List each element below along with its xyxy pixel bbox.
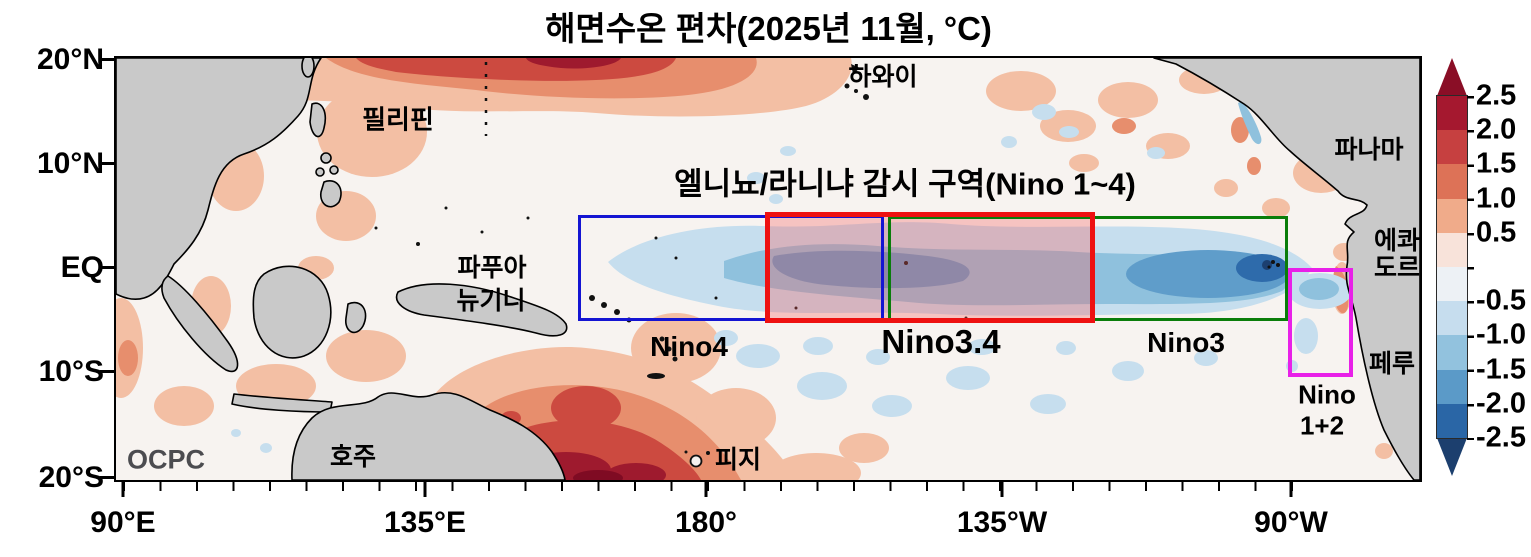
nino12-region-box	[1288, 268, 1353, 377]
colorbar-label-m0p5: -0.5	[1476, 284, 1526, 317]
label-panama: 파나마	[1334, 136, 1404, 164]
nino4-region-box	[578, 215, 884, 321]
map-contour-art	[116, 58, 1420, 480]
colorbar-body	[1436, 95, 1468, 439]
nino3-label: Nino3	[1147, 327, 1225, 358]
nino4-label: Nino4	[650, 331, 728, 362]
colorbar-label-2p5: 2.5	[1476, 79, 1517, 112]
nino34-label: Nino3.4	[881, 323, 1001, 360]
y-tick-10n	[100, 162, 115, 165]
x-tick-label-90w: 90°W	[1254, 506, 1328, 539]
nino12-label-line2: 1+2	[1299, 410, 1345, 441]
nino34-region-box	[765, 212, 1095, 323]
label-philippines: 필리핀	[362, 104, 434, 135]
ocpc-watermark: OCPC	[126, 444, 206, 475]
label-ecuador-line1: 에콰	[1373, 227, 1421, 255]
x-minor-ticks	[123, 482, 1293, 491]
colorbar-label-m2p0: -2.0	[1476, 387, 1526, 420]
x-tick-label-135w: 135°W	[956, 506, 1048, 539]
figure-title: 해면수온 편차(2025년 11월, °C)	[545, 10, 992, 47]
y-tick-20s	[100, 476, 115, 479]
x-tick-180	[704, 482, 708, 497]
x-tick-90w	[1289, 482, 1293, 497]
colorbar-label-2p0: 2.0	[1476, 113, 1517, 146]
colorbar	[1436, 58, 1468, 480]
colorbar-label-1p5: 1.5	[1476, 147, 1517, 180]
colorbar-label-0p5: 0.5	[1476, 216, 1517, 249]
colorbar-arrow-top	[1437, 58, 1467, 96]
colorbar-label-m1p5: -1.5	[1476, 353, 1526, 386]
nino34-region-fill	[765, 212, 1095, 323]
label-hawaii: 하와이	[848, 63, 918, 91]
monitoring-zones-subtitle: 엘니뇨/라니냐 감시 구역(Nino 1~4)	[674, 166, 1136, 202]
y-tick-label-10n: 10°N	[36, 147, 104, 180]
x-tick-label-180: 180°	[674, 506, 738, 539]
map-panel	[114, 56, 1422, 482]
y-tick-label-10s: 10°S	[38, 355, 104, 388]
nino12-label-line1: Nino	[1298, 379, 1356, 410]
x-tick-90e	[121, 482, 125, 497]
y-tick-label-20n: 20°N	[36, 43, 104, 76]
colorbar-label-m2p5: -2.5	[1476, 421, 1526, 454]
label-ecuador-line2: 도르	[1373, 254, 1421, 282]
y-tick-20n	[100, 58, 115, 61]
x-tick-label-90e: 90°E	[90, 506, 156, 539]
y-tick-label-eq: EQ	[60, 251, 104, 284]
colorbar-label-1p0: 1.0	[1476, 182, 1517, 215]
y-tick-eq	[100, 266, 115, 269]
colorbar-ticks	[1467, 96, 1474, 440]
label-australia: 호주	[329, 443, 377, 471]
label-papua-line1: 파푸아	[457, 254, 527, 282]
label-peru: 페루	[1368, 350, 1416, 378]
colorbar-arrow-bottom	[1437, 438, 1467, 476]
x-tick-label-135e: 135°E	[383, 506, 467, 539]
x-tick-135w	[1000, 482, 1004, 497]
label-fiji: 피지	[714, 446, 762, 474]
y-tick-label-20s: 20°S	[38, 461, 104, 494]
y-tick-10s	[100, 370, 115, 373]
colorbar-label-m1p0: -1.0	[1476, 318, 1526, 351]
x-tick-135e	[423, 482, 427, 497]
label-papua-line2: 뉴기니	[456, 287, 526, 315]
